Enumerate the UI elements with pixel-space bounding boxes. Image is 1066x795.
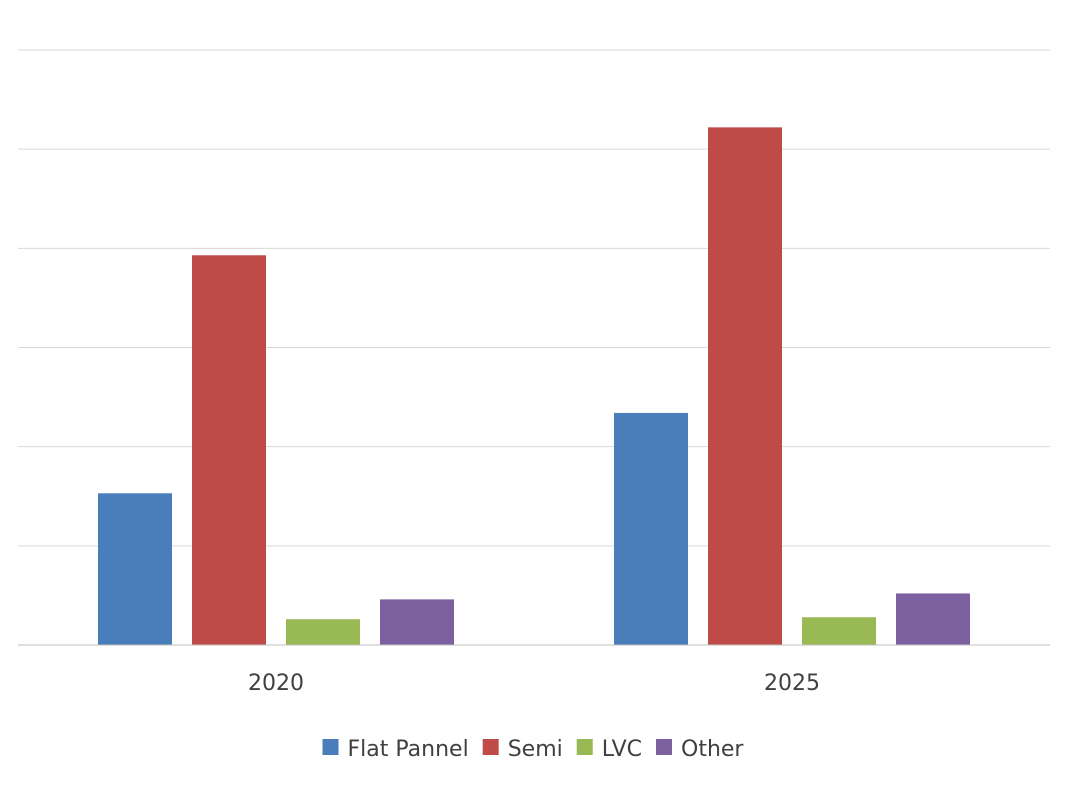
- bar-flat-pannel-2025: [614, 412, 688, 645]
- legend-label-lvc: LVC: [602, 737, 642, 762]
- legend: Flat Pannel Semi LVC Other: [322, 737, 744, 762]
- legend-swatch-lvc: [576, 739, 593, 755]
- legend-label-other: Other: [681, 737, 744, 762]
- legend-label-semi: Semi: [508, 737, 563, 762]
- bar-other-2020: [380, 599, 454, 645]
- bar-flat-pannel-2020: [98, 493, 172, 645]
- x-tick-label: 2020: [248, 671, 304, 696]
- legend-swatch-flat-pannel: [322, 739, 339, 755]
- bar-semi-2025: [708, 127, 782, 646]
- legend-swatch-other: [656, 739, 673, 755]
- legend-label-flat-pannel: Flat Pannel: [348, 737, 469, 762]
- x-axis: 2020 2025: [18, 644, 1050, 696]
- gridlines: [18, 49, 1050, 547]
- bar-lvc-2025: [802, 617, 876, 645]
- bar-semi-2020: [192, 255, 266, 645]
- bars: [98, 127, 970, 646]
- legend-swatch-semi: [482, 739, 499, 755]
- bar-other-2025: [896, 593, 970, 645]
- bar-lvc-2020: [286, 619, 360, 645]
- x-tick-label: 2025: [764, 671, 820, 696]
